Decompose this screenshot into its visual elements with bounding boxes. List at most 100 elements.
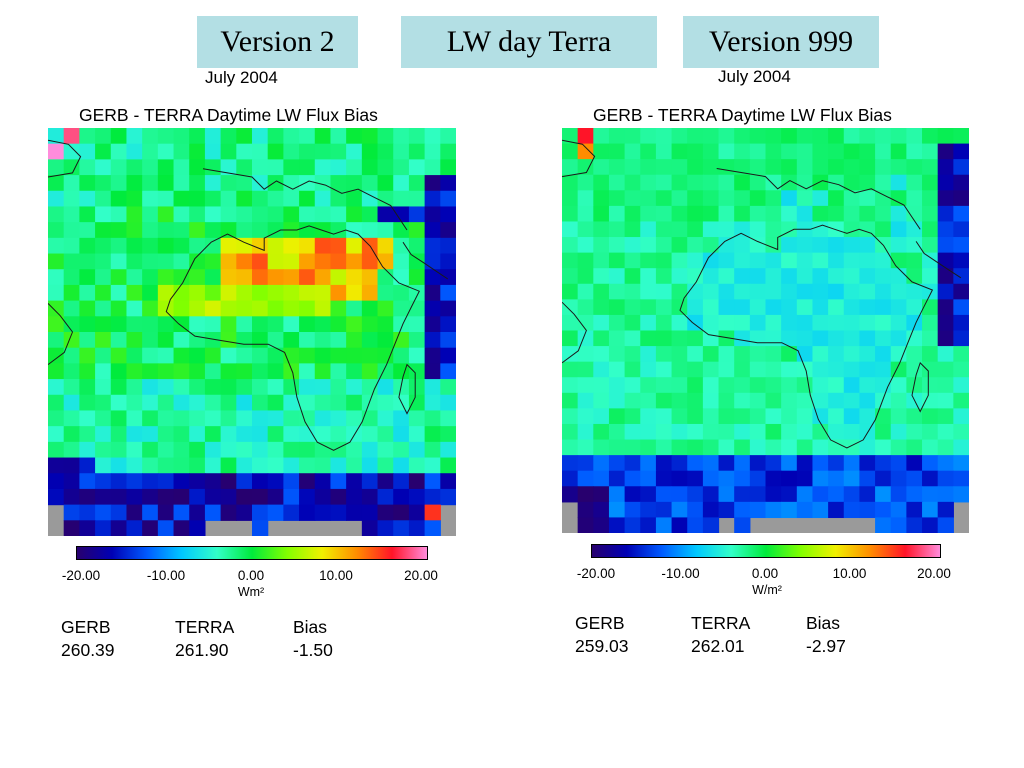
- map-cell: [828, 283, 845, 300]
- map-cell: [95, 253, 112, 270]
- map-cell: [702, 501, 720, 519]
- map-cell: [267, 237, 284, 255]
- map-cell: [252, 253, 269, 270]
- map-cell: [624, 283, 641, 300]
- map-cell: [718, 174, 735, 191]
- map-cell: [734, 486, 751, 503]
- map-cell: [393, 206, 410, 223]
- map-cell: [718, 439, 735, 456]
- map-cell: [440, 363, 456, 380]
- map-cell: [126, 143, 143, 160]
- map-cell: [267, 143, 284, 160]
- map-cell: [346, 284, 363, 302]
- map-cell: [812, 377, 829, 394]
- map-cell: [781, 314, 798, 332]
- map-cell: [142, 284, 159, 302]
- map-cell: [283, 284, 300, 302]
- map-cell: [953, 299, 969, 316]
- map-cell: [189, 332, 206, 349]
- map-cell: [79, 520, 96, 536]
- map-cell: [875, 517, 892, 533]
- map-cell: [937, 486, 954, 503]
- left-bias-map: [48, 128, 456, 536]
- map-cell: [236, 457, 253, 474]
- map-cell: [671, 439, 688, 456]
- map-cell: [796, 423, 814, 441]
- map-cell: [393, 347, 410, 364]
- map-cell: [953, 174, 969, 191]
- map-cell: [781, 501, 798, 519]
- map-cell: [63, 237, 80, 255]
- map-cell: [937, 377, 954, 394]
- map-cell: [189, 488, 206, 506]
- map-cell: [267, 300, 284, 317]
- map-cell: [377, 410, 394, 427]
- map-cell: [79, 332, 96, 349]
- map-cell: [608, 268, 626, 285]
- map-cell: [142, 222, 159, 239]
- map-cell: [796, 361, 814, 378]
- map-cell: [346, 394, 363, 412]
- map-cell: [875, 159, 892, 176]
- map-cell: [126, 363, 143, 380]
- map-cell: [843, 470, 861, 487]
- map-cell: [608, 252, 626, 269]
- map-cell: [624, 143, 641, 160]
- map-cell: [157, 269, 175, 286]
- map-cell: [953, 314, 969, 332]
- map-cell: [875, 221, 892, 238]
- map-cell: [330, 363, 347, 380]
- map-cell: [63, 159, 80, 176]
- map-cell: [624, 501, 641, 519]
- map-cell: [765, 143, 782, 160]
- map-cell: [906, 237, 923, 254]
- map-cell: [734, 221, 751, 238]
- map-cell: [393, 159, 410, 176]
- map-cell: [796, 501, 814, 519]
- map-cell: [267, 284, 284, 302]
- map-cell: [875, 346, 892, 363]
- map-cell: [655, 470, 673, 487]
- map-cell: [562, 470, 579, 487]
- map-cell: [220, 143, 237, 160]
- map-cell: [48, 128, 65, 145]
- map-cell: [734, 470, 751, 487]
- map-cell: [687, 408, 704, 425]
- map-cell: [393, 363, 410, 380]
- map-cell: [346, 253, 363, 270]
- left-colorbar: [76, 546, 428, 560]
- map-cell: [671, 470, 688, 487]
- map-cell: [702, 299, 720, 316]
- map-cell: [702, 408, 720, 425]
- map-cell: [142, 237, 159, 255]
- map-cell: [953, 361, 969, 378]
- map-cell: [110, 143, 128, 160]
- map-cell: [702, 439, 720, 456]
- map-cell: [299, 379, 316, 396]
- map-cell: [593, 330, 610, 347]
- map-cell: [299, 394, 316, 412]
- map-cell: [577, 190, 594, 207]
- map-cell: [252, 222, 269, 239]
- map-cell: [110, 441, 128, 459]
- map-cell: [142, 504, 159, 521]
- map-cell: [314, 488, 332, 506]
- map-cell: [624, 439, 641, 456]
- map-cell: [408, 159, 426, 176]
- map-cell: [655, 299, 673, 316]
- map-cell: [640, 143, 657, 160]
- map-cell: [299, 237, 316, 255]
- map-cell: [608, 205, 626, 223]
- map-cell: [687, 314, 704, 332]
- map-cell: [157, 520, 175, 536]
- map-cell: [252, 269, 269, 286]
- map-cell: [671, 314, 688, 332]
- map-cell: [377, 441, 394, 459]
- map-cell: [79, 457, 96, 474]
- map-cell: [906, 408, 923, 425]
- map-cell: [220, 175, 237, 192]
- map-cell: [408, 269, 426, 286]
- map-cell: [252, 379, 269, 396]
- map-cell: [110, 190, 128, 208]
- map-cell: [48, 175, 65, 192]
